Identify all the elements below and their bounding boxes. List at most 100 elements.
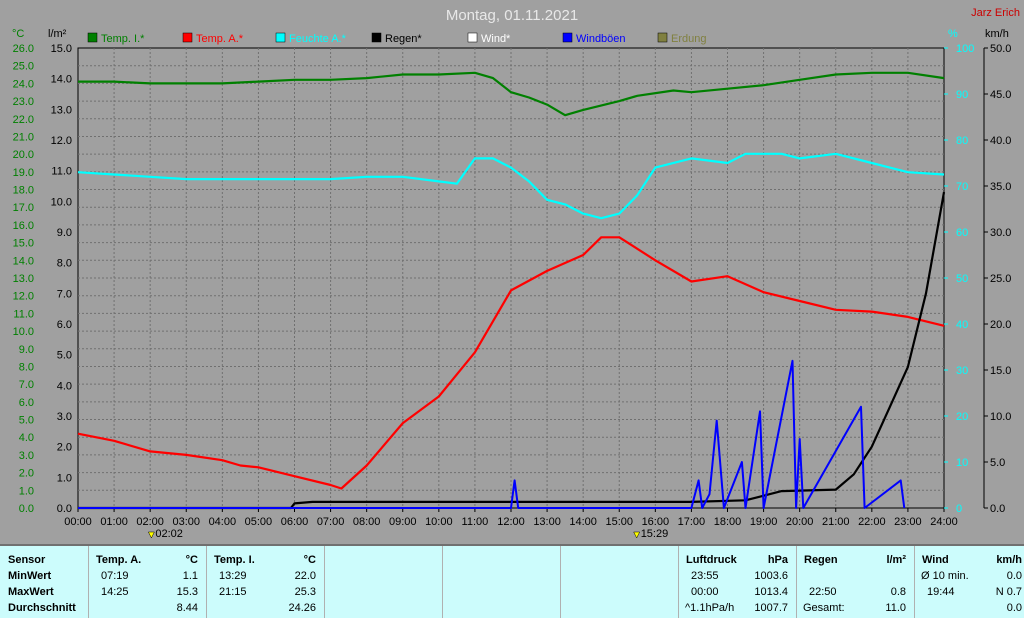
marker-icon xyxy=(633,531,641,539)
x-tick-label: 20:00 xyxy=(786,516,814,528)
stats-temp-a-column: Temp. A. °C 07:19 1.1 14:25 15.3 8.44 xyxy=(88,546,206,618)
x-tick-label: 13:00 xyxy=(533,516,561,528)
y-tick-label-temp: 12.0 xyxy=(13,291,34,303)
y-tick-label-rain: 4.0 xyxy=(57,380,72,392)
legend-label: Wind* xyxy=(481,33,511,45)
y-tick-label-humidity: 60 xyxy=(956,227,968,239)
stats-value: 25.3 xyxy=(294,586,316,598)
stats-value: 15.3 xyxy=(176,586,198,598)
legend-label: Feuchte A.* xyxy=(289,33,347,45)
y-tick-label-temp: 24.0 xyxy=(13,78,34,90)
y-tick-label-rain: 5.0 xyxy=(57,350,72,362)
stats-value: 11.0 xyxy=(885,602,906,614)
x-tick-label: 00:00 xyxy=(64,516,92,528)
y-tick-label-temp: 9.0 xyxy=(19,344,34,356)
marker-label: 02:02 xyxy=(155,528,183,540)
y-tick-label-temp: 6.0 xyxy=(19,397,34,409)
stats-time: Gesamt: xyxy=(803,602,845,614)
y-tick-label-rain: 9.0 xyxy=(57,227,72,239)
y-tick-label-wind: 5.0 xyxy=(990,457,1005,469)
y-tick-label-rain: 2.0 xyxy=(57,442,72,454)
x-tick-label: 05:00 xyxy=(245,516,273,528)
stats-panel: Sensor MinWert MaxWert Durchschnitt Temp… xyxy=(0,544,1024,618)
stats-unit: °C xyxy=(303,554,316,566)
x-tick-label: 01:00 xyxy=(100,516,128,528)
x-tick-label: 04:00 xyxy=(209,516,237,528)
y-tick-label-wind: 10.0 xyxy=(990,411,1011,423)
y-tick-label-rain: 15.0 xyxy=(51,43,72,55)
unit-label-rain: l/m² xyxy=(48,28,67,40)
x-tick-label: 03:00 xyxy=(172,516,200,528)
y-tick-label-temp: 18.0 xyxy=(13,185,34,197)
y-tick-label-temp: 3.0 xyxy=(19,450,34,462)
y-tick-label-temp: 13.0 xyxy=(13,273,34,285)
stats-header: Temp. I. xyxy=(214,554,255,566)
y-tick-label-rain: 8.0 xyxy=(57,258,72,270)
stats-time: 07:19 xyxy=(101,570,129,582)
y-tick-label-wind: 50.0 xyxy=(990,43,1011,55)
y-tick-label-rain: 10.0 xyxy=(51,196,72,208)
stats-value: 1003.6 xyxy=(754,570,788,582)
x-tick-label: 14:00 xyxy=(569,516,597,528)
stats-time: Ø 10 min. xyxy=(921,570,969,582)
legend-swatch xyxy=(275,32,286,43)
legend-swatch xyxy=(467,32,478,43)
legend-label: Temp. A.* xyxy=(196,33,244,45)
stats-time: 13:29 xyxy=(219,570,247,582)
stats-value: 0.8 xyxy=(890,586,906,598)
y-tick-label-temp: 1.0 xyxy=(19,485,34,497)
stats-header: Temp. A. xyxy=(96,554,142,566)
y-tick-label-rain: 3.0 xyxy=(57,411,72,423)
y-tick-label-rain: 12.0 xyxy=(51,135,72,147)
y-tick-label-temp: 7.0 xyxy=(19,379,34,391)
y-tick-label-wind: 45.0 xyxy=(990,89,1011,101)
y-tick-label-temp: 15.0 xyxy=(13,238,34,250)
unit-label-humidity: % xyxy=(948,28,958,40)
y-tick-label-wind: 35.0 xyxy=(990,181,1011,193)
x-tick-label: 10:00 xyxy=(425,516,453,528)
x-tick-label: 22:00 xyxy=(858,516,886,528)
series-line xyxy=(78,71,945,117)
y-tick-label-wind: 20.0 xyxy=(990,319,1011,331)
series-line xyxy=(78,191,946,510)
x-tick-label: 12:00 xyxy=(497,516,525,528)
y-tick-label-humidity: 40 xyxy=(956,319,968,331)
stats-regen-column: Regen l/m² 22:50 0.8 Gesamt: 11.0 xyxy=(796,546,914,618)
stats-unit: hPa xyxy=(767,554,788,566)
author-label: Jarz Erich xyxy=(971,7,1020,19)
y-tick-label-wind: 40.0 xyxy=(990,135,1011,147)
y-tick-label-temp: 0.0 xyxy=(19,503,34,515)
y-tick-label-temp: 19.0 xyxy=(13,167,34,179)
stats-value: 1007.7 xyxy=(754,602,788,614)
x-tick-label: 11:00 xyxy=(462,516,489,528)
x-tick-label: 02:00 xyxy=(136,516,164,528)
y-tick-label-temp: 22.0 xyxy=(13,114,34,126)
y-tick-label-rain: 7.0 xyxy=(57,288,72,300)
chart-title: Montag, 01.11.2021 xyxy=(446,7,578,24)
stats-time: 23:55 xyxy=(691,570,719,582)
x-tick-label: 18:00 xyxy=(714,516,742,528)
stats-time: 21:15 xyxy=(219,586,247,598)
x-tick-label: 09:00 xyxy=(389,516,417,528)
y-tick-label-rain: 6.0 xyxy=(57,319,72,331)
y-tick-label-temp: 14.0 xyxy=(13,255,34,267)
marker-icon xyxy=(147,531,155,539)
unit-label-temp: °C xyxy=(12,28,24,40)
y-tick-label-wind: 30.0 xyxy=(990,227,1011,239)
stats-value: 22.0 xyxy=(294,570,316,582)
y-tick-label-temp: 17.0 xyxy=(13,202,34,214)
stats-luftdruck-column: Luftdruck hPa 23:55 1003.6 00:00 1013.4 ^1.… xyxy=(678,546,796,618)
y-tick-label-rain: 13.0 xyxy=(51,104,72,116)
y-tick-label-temp: 16.0 xyxy=(13,220,34,232)
x-tick-label: 24:00 xyxy=(930,516,958,528)
y-tick-label-humidity: 20 xyxy=(956,411,968,423)
stats-header: Regen xyxy=(804,554,838,566)
stats-header-sensor: Sensor xyxy=(8,554,46,566)
y-tick-label-temp: 25.0 xyxy=(13,61,34,73)
series-line xyxy=(77,236,945,490)
y-tick-label-rain: 14.0 xyxy=(51,74,72,86)
y-tick-label-humidity: 50 xyxy=(956,273,968,285)
stats-sensor-column: Sensor MinWert MaxWert Durchschnitt xyxy=(0,546,88,618)
stats-time: ^1.1hPa/h xyxy=(685,602,735,614)
legend-label: Windböen xyxy=(576,33,626,45)
